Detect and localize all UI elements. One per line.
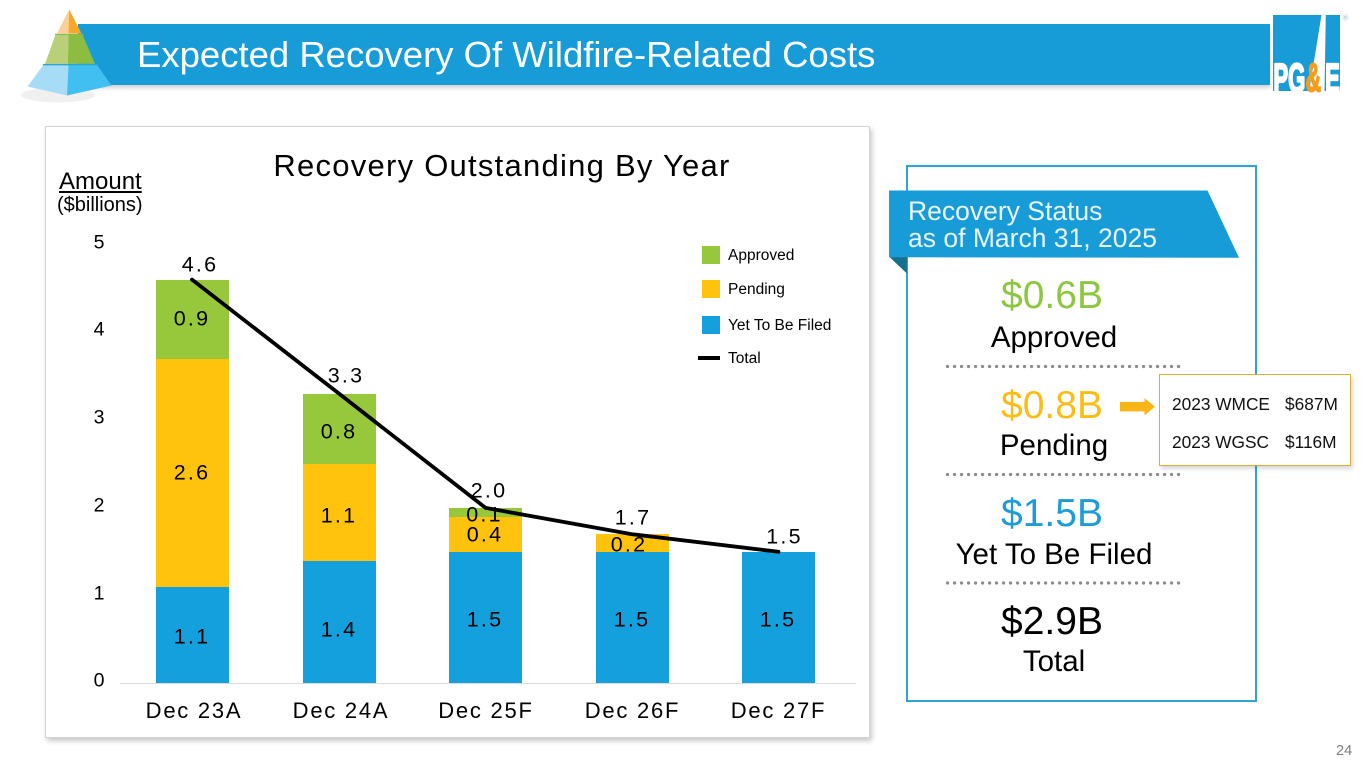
svg-text:&: & (1306, 55, 1321, 100)
svg-text:E: E (1325, 55, 1340, 101)
svg-text:®: ® (1343, 14, 1349, 23)
svg-text:PG: PG (1273, 55, 1305, 101)
